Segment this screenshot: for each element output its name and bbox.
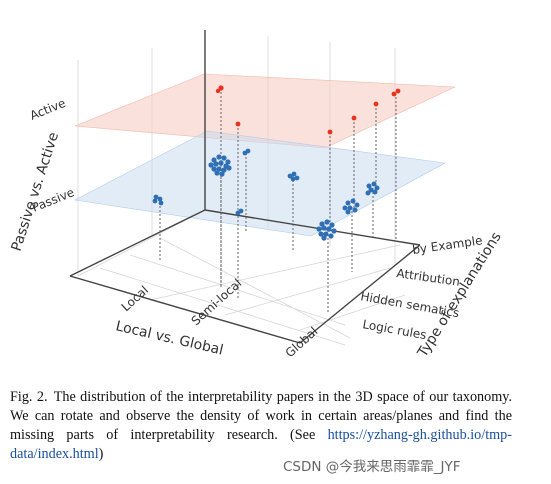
passive-points (152, 148, 380, 241)
y-tick-logic-rules: Logic rules (361, 317, 427, 342)
passive-cluster-mid (287, 171, 300, 182)
active-point (235, 121, 241, 127)
watermark: CSDN @今我来思雨霏霏_JYF (283, 459, 461, 475)
active-point (391, 91, 397, 97)
x-tick-semilocal: Semi-local (189, 276, 245, 328)
y-tick-by-example: by Example (411, 233, 483, 257)
active-point (218, 85, 224, 91)
passive-cluster-attribution (342, 198, 360, 215)
passive-cluster-semilocal-small (235, 148, 251, 216)
passive-plane (74, 130, 446, 237)
figure-3d-taxonomy: Active Passive Passive vs. Active Local … (9, 30, 505, 361)
z-tick-active: Active (28, 96, 68, 123)
main-axes (69, 30, 421, 344)
x-axis-label: Local vs. Global (114, 318, 225, 358)
passive-cluster-semilocal-large (208, 154, 232, 177)
passive-cluster-example (365, 181, 380, 196)
caption-link[interactable]: https://yzhang-gh.github.io/tmp-data/ind… (10, 427, 512, 462)
active-point (395, 88, 401, 94)
active-plane (74, 73, 456, 149)
active-point (327, 129, 333, 135)
active-point (373, 101, 379, 107)
passive-cluster-global (316, 219, 337, 241)
active-points (215, 85, 401, 135)
active-point (351, 115, 357, 121)
figure-caption: Fig. 2. The distribution of the interpre… (10, 388, 512, 464)
caption-text: The distribution of the interpretability… (10, 389, 512, 443)
caption-tail: ) (98, 446, 104, 462)
caption-lead: Fig. 2. (10, 389, 48, 405)
active-point (215, 88, 221, 94)
y-tick-attribution: Attribution (396, 266, 461, 289)
passive-cluster-local (152, 194, 164, 206)
